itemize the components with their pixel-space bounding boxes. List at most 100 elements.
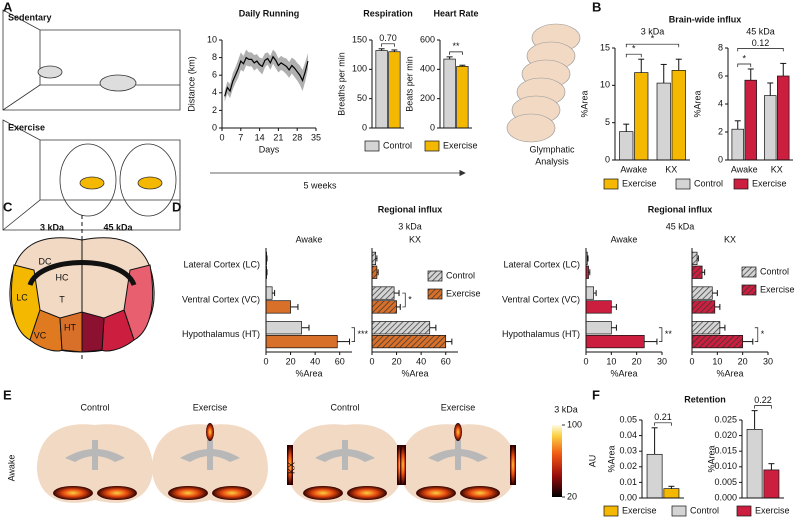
y-tick-label: 0.05 — [619, 414, 637, 424]
y-tick-label: 0.00 — [619, 492, 637, 502]
panel-letter: D — [172, 199, 181, 214]
bar — [763, 469, 780, 499]
chart-title: Awake — [611, 234, 638, 244]
legend-swatch — [424, 140, 440, 152]
legend-swatch — [675, 178, 691, 190]
tracer-signal — [454, 423, 462, 441]
x-tick-label: 20 — [286, 356, 296, 366]
legend-label: Exercise — [755, 505, 790, 515]
label: Analysis — [535, 156, 569, 166]
y-tick-label: 0.005 — [714, 477, 737, 487]
y-tick-label: 200 — [420, 93, 435, 103]
bar — [265, 335, 338, 349]
significance-bracket — [402, 292, 406, 308]
x-tick-label: 0 — [219, 132, 224, 142]
bar — [777, 75, 790, 161]
significance-bracket — [754, 327, 759, 342]
y-tick-label: 50 — [357, 93, 367, 103]
x-tick-label: 21 — [273, 132, 283, 142]
y-axis-label: Distance (km) — [186, 56, 196, 112]
y-tick-label: 0.025 — [714, 414, 737, 424]
annotation: *** — [358, 329, 369, 339]
legend-label: Control — [760, 266, 789, 276]
x-axis-label: %Area — [401, 368, 428, 378]
y-tick-label: 10 — [207, 34, 217, 44]
bar — [744, 79, 757, 161]
brain-map — [9, 215, 155, 360]
tracer-signal — [97, 486, 137, 500]
significance-bracket — [625, 43, 680, 48]
bar — [731, 128, 744, 161]
chart-title: KX — [724, 234, 736, 244]
y-tick-label: 6 — [212, 70, 217, 80]
tracer-signal — [510, 445, 516, 485]
y-tick-label: 0 — [212, 122, 217, 132]
y-tick-label: 6 — [718, 70, 723, 80]
legend-label: Exercise — [760, 284, 795, 294]
y-axis-label: Beats per min — [404, 56, 414, 112]
y-axis-label: %Area — [579, 90, 589, 117]
bar — [585, 286, 594, 300]
chart-title: Awake — [296, 234, 323, 244]
legend-swatch — [603, 505, 619, 517]
y-tick-label: 150 — [352, 34, 367, 44]
y-tick-label: Ventral Cortex (VC) — [502, 294, 580, 304]
chart-title: KX — [409, 234, 421, 244]
colorbar — [552, 425, 562, 497]
bar — [764, 95, 777, 161]
x-tick-label: 60 — [441, 356, 451, 366]
significance-bracket — [351, 327, 355, 342]
tracer-label: 45 kDa — [666, 221, 695, 231]
x-axis-label: Days — [259, 144, 280, 154]
x-tick-label: KX — [771, 164, 783, 174]
annotation: ** — [452, 41, 460, 51]
bar — [663, 488, 680, 499]
bar — [375, 50, 388, 129]
bar — [371, 335, 447, 349]
y-tick-label: Ventral Cortex (VC) — [182, 294, 260, 304]
y-tick-label: 15 — [600, 42, 610, 52]
tracer-signal — [460, 486, 500, 500]
panel-title: Regional influx — [378, 204, 443, 214]
y-tick-label: Hypothalamus (HT) — [502, 329, 580, 339]
chart-title: 45 kDa — [746, 26, 775, 36]
bar — [371, 265, 378, 279]
bar — [585, 335, 645, 349]
legend-swatch — [736, 505, 752, 517]
brain-slices — [506, 23, 581, 143]
x-tick-label: 60 — [335, 356, 345, 366]
row-label: KX — [286, 462, 296, 474]
colorbar-tick-label: 20 — [567, 491, 577, 501]
x-tick-label: 0 — [583, 356, 588, 366]
x-tick-label: 0 — [689, 356, 694, 366]
annotation: 0.22 — [754, 395, 772, 405]
bar — [371, 300, 397, 314]
legend-label: Exercise — [443, 140, 478, 150]
bar — [265, 286, 273, 300]
panel-title: Brain-wide influx — [669, 14, 742, 24]
bar — [691, 321, 721, 335]
bar — [691, 300, 716, 314]
chart-title: Heart Rate — [433, 8, 478, 18]
colorbar-title: 3 kDa — [554, 404, 578, 414]
tracer-signal — [168, 486, 208, 500]
column-label: Exercise — [441, 402, 476, 412]
x-tick-label: 0 — [263, 356, 268, 366]
legend-label: Control — [446, 270, 475, 280]
x-tick-label: 10 — [606, 356, 616, 366]
tracer-signal — [400, 445, 406, 485]
chart-title: Respiration — [363, 8, 413, 18]
annotation: 0.12 — [752, 38, 770, 48]
region-label: LC — [16, 292, 28, 302]
annotation: * — [651, 34, 655, 44]
y-axis-label: Breaths per min — [336, 52, 346, 116]
bar — [585, 300, 612, 314]
legend-label: Exercise — [622, 178, 657, 188]
bar — [371, 321, 431, 335]
y-tick-label: 0 — [605, 154, 610, 164]
significance-bracket — [737, 48, 784, 52]
bar — [746, 429, 763, 499]
y-axis-label: %Area — [706, 445, 716, 472]
y-tick-label: 0.015 — [714, 446, 737, 456]
